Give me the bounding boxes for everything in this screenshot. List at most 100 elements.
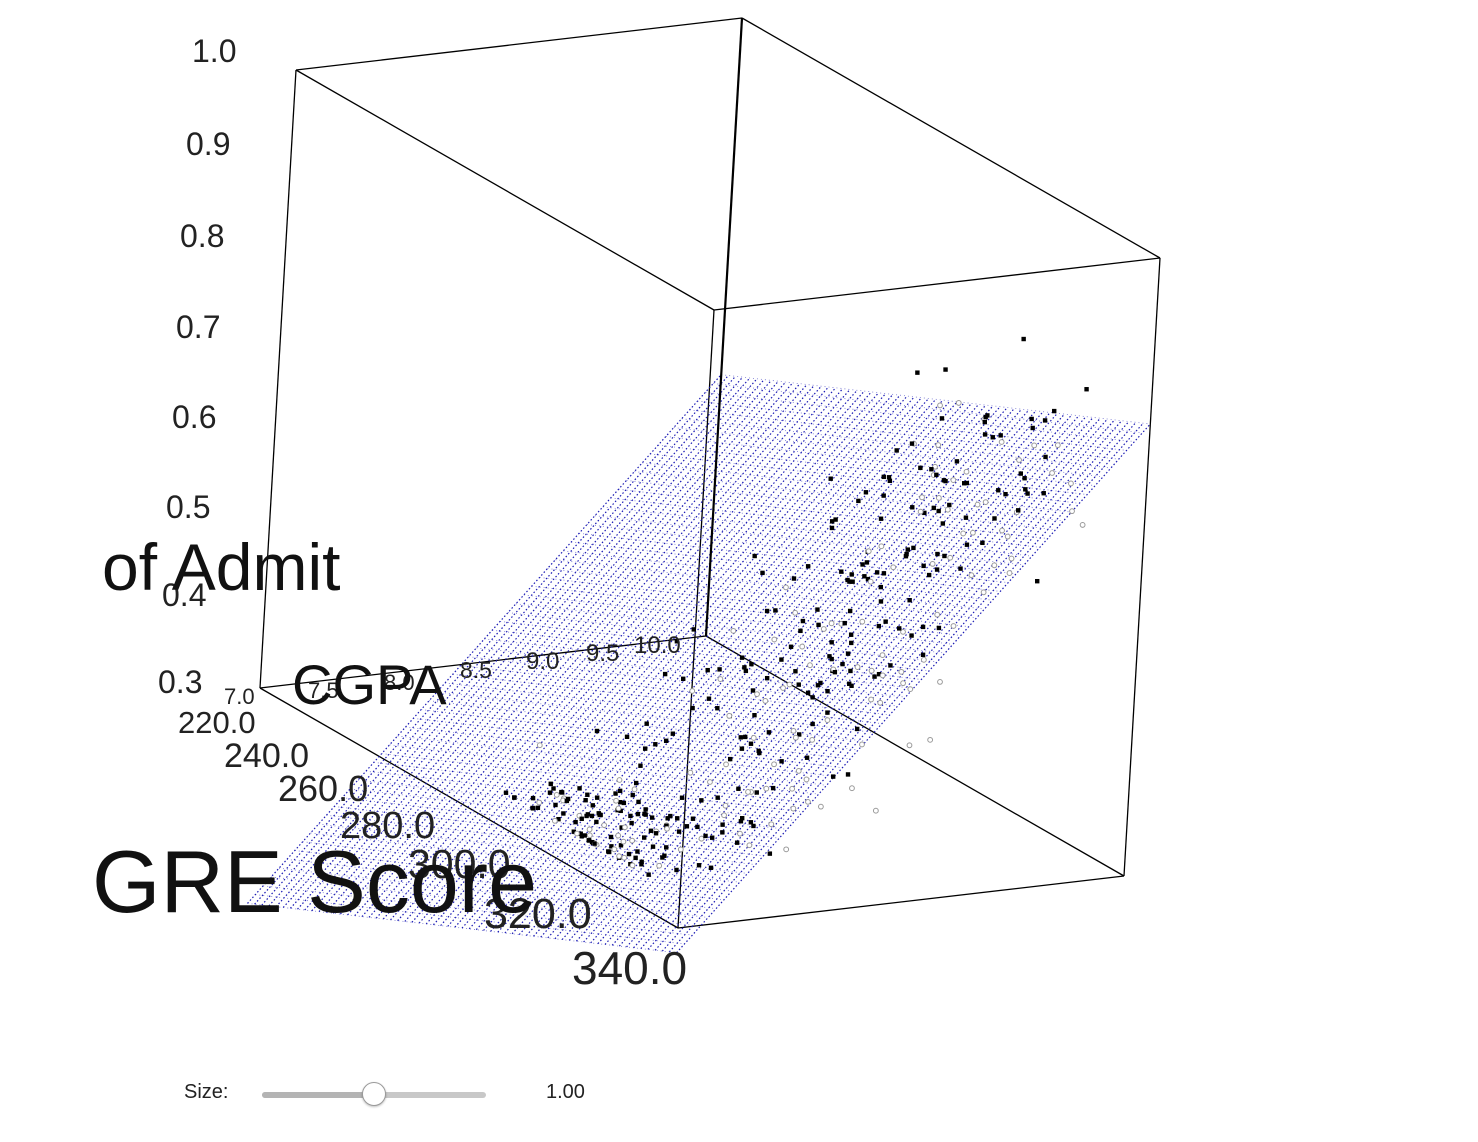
y-tick-label: 8.0 [384,670,415,695]
data-point [606,849,612,855]
z-axis-title: of Admit [102,530,340,604]
x-tick-label: 340.0 [572,942,687,994]
plane-mesh-line [297,379,772,910]
data-point [980,540,985,546]
data-point [703,833,708,839]
data-point [790,727,797,734]
plane-mesh-line [705,391,1135,442]
z-tick-label: 1.0 [192,33,236,69]
data-point [696,863,702,868]
data-point [790,805,797,812]
data-point [629,837,635,844]
data-point [1021,336,1026,342]
data-point [996,488,1001,493]
data-point [594,819,599,825]
data-point [601,822,608,829]
data-point [767,851,773,856]
data-point [618,808,623,814]
data-point [770,785,776,791]
data-point [503,790,509,795]
data-point [684,824,690,829]
data-point [991,562,998,569]
data-point [1054,442,1061,449]
data-point [556,816,561,822]
data-point [915,370,920,375]
data-point [788,644,794,649]
3d-scatter-plot[interactable]: 0.3 0.4 0.5 0.6 0.7 0.8 0.9 1.0 7.0 7.5 8.0 8.5 9.0… [0,0,1478,1060]
box-edge [677,309,715,929]
data-point [894,448,899,453]
data-point [756,748,761,754]
data-point [932,463,938,470]
data-point [609,844,614,849]
data-point [592,841,597,846]
data-point [595,795,600,800]
data-point [675,816,680,821]
data-point [878,516,884,521]
box-edge [704,17,744,637]
data-point [980,589,987,596]
data-point [1016,508,1021,513]
data-point [920,624,926,630]
data-point [816,622,821,628]
data-point [536,742,543,749]
data-point [768,821,775,828]
size-slider-track[interactable] [262,1082,486,1106]
data-point [615,832,622,839]
data-point [918,465,923,471]
data-point [739,655,745,660]
data-point [681,676,686,682]
data-point [642,746,648,751]
data-point [553,802,558,808]
data-point [783,846,790,853]
data-point [1023,487,1028,492]
data-point [633,855,638,861]
x-tick-label: 220.0 [178,705,256,740]
data-point [1025,491,1030,496]
data-point [829,519,835,524]
plane-mesh-line [661,421,1137,952]
data-point [840,661,845,667]
plane-mesh-line [492,629,922,680]
data-point [630,792,635,798]
data-point [649,815,655,820]
data-point [618,800,623,805]
data-point [1079,522,1086,528]
data-point [1029,416,1034,422]
data-point [1004,533,1011,540]
data-point [1041,491,1046,496]
data-point [789,785,796,792]
data-point [579,834,584,839]
data-point [929,467,934,472]
z-tick-label: 0.8 [180,218,224,254]
data-point [779,759,784,764]
bounding-box-back-edges [259,17,1161,929]
data-point [907,598,912,603]
size-slider-thumb[interactable] [362,1082,386,1106]
bounding-box-front-edges [704,17,744,637]
data-point [740,816,745,821]
data-point [845,651,851,656]
data-point [829,640,834,645]
plane-mesh-line [484,638,914,689]
data-point [942,553,947,559]
data-point [621,800,627,806]
y-tick-label: 9.5 [586,640,619,667]
box-edge [741,17,1161,259]
data-point [535,805,541,811]
data-point [860,562,865,567]
data-point [737,830,743,837]
data-point [596,811,601,816]
data-point [999,527,1005,534]
y-axis-ticks: 7.0 7.5 8.0 8.5 9.0 9.5 10.0 [224,632,681,709]
data-point [1043,454,1048,460]
data-point [631,786,638,793]
data-point [643,807,648,812]
data-point [1030,425,1035,431]
data-point [937,679,943,685]
data-point [850,579,855,584]
data-point [723,761,729,768]
data-point [909,441,915,446]
data-point [721,812,727,819]
data-point [1042,418,1048,423]
